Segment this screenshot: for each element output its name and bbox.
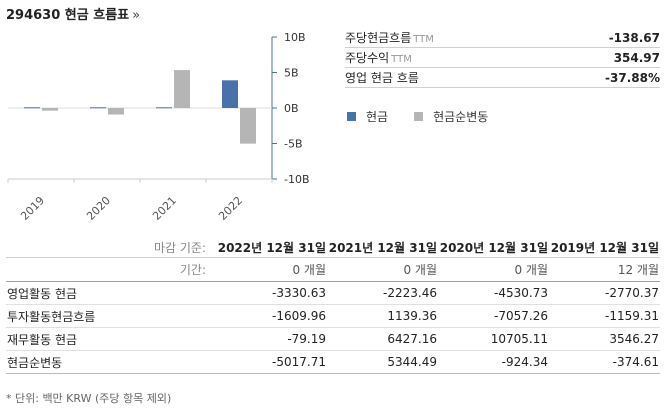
cell-value: -2770.37 — [605, 286, 659, 300]
stats-panel: 주당현금흐름 TTM -138.67 주당수익 TTM 354.97 영업 현금 흐… — [345, 28, 660, 88]
table-row: 투자활동현금흐름 -1609.96 1139.36 -7057.26 -1159… — [6, 305, 660, 328]
cell-value: -4530.73 — [494, 286, 548, 300]
cell-value: -79.19 — [287, 332, 326, 346]
column-period: 0 개월 — [403, 263, 437, 277]
stat-ttm-badge: TTM — [391, 54, 412, 65]
x-tick-label: 2021 — [150, 194, 179, 223]
legend-item-cash[interactable]: 현금 — [347, 108, 388, 125]
cell-value: -1609.96 — [272, 309, 326, 323]
stat-value: -138.67 — [608, 30, 660, 45]
stat-label: 주당현금흐름 TTM — [345, 29, 434, 46]
cell-value: -5017.71 — [272, 355, 326, 369]
bar-net-change — [42, 108, 58, 111]
chevron-right-icon[interactable]: » — [132, 8, 141, 23]
row-label: 영업활동 현금 — [7, 286, 78, 301]
stat-label: 주당수익 TTM — [345, 49, 412, 66]
y-tick-label: -5B — [284, 138, 303, 151]
cell-value: -1159.31 — [605, 309, 659, 323]
column-period: 0 개월 — [292, 263, 326, 277]
bar-net-change — [108, 108, 124, 115]
bar-cash — [156, 107, 172, 109]
y-tick-label: 0B — [284, 102, 299, 115]
y-tick-label: 10B — [284, 31, 306, 44]
stat-label-text: 주당수익 — [345, 51, 390, 65]
column-date: 2019년 12월 31일 — [550, 240, 659, 255]
page-title[interactable]: 294630 현금 흐름표» — [6, 4, 140, 23]
table-header-row: 마감 기준: 2022년 12월 31일 2021년 12월 31일 2020년… — [6, 237, 660, 258]
x-tick-label: 2020 — [84, 194, 113, 223]
bar-net-change — [174, 70, 190, 108]
chart-legend: 현금 현금순변동 — [347, 108, 514, 125]
cell-value: -2223.46 — [383, 286, 437, 300]
cell-value: 1139.36 — [387, 309, 437, 323]
stat-label: 영업 현금 흐름 — [345, 69, 419, 86]
bar-net-change — [240, 108, 256, 144]
column-period: 0 개월 — [514, 263, 548, 277]
table-period-row: 기간: 0 개월 0 개월 0 개월 12 개월 — [6, 258, 660, 282]
table-row: 재무활동 현금 -79.19 6427.16 10705.11 3546.27 — [6, 328, 660, 351]
cell-value: -374.61 — [612, 355, 659, 369]
unit-footnote: * 단위: 백만 KRW (주당 항목 제외) — [6, 392, 172, 405]
column-date: 2020년 12월 31일 — [439, 240, 548, 255]
bar-cash — [90, 107, 106, 109]
stat-value: -37.88% — [605, 70, 660, 85]
stat-row-cash-per-share: 주당현금흐름 TTM -138.67 — [345, 28, 660, 48]
cell-value: 3546.27 — [609, 332, 659, 346]
cell-value: -924.34 — [501, 355, 548, 369]
y-tick-label: 5B — [284, 67, 299, 80]
legend-label: 현금순변동 — [433, 110, 489, 124]
cell-value: -3330.63 — [272, 286, 326, 300]
stat-row-operating-cash-flow: 영업 현금 흐름 -37.88% — [345, 68, 660, 88]
row-label: 재무활동 현금 — [7, 332, 78, 347]
legend-item-net-change[interactable]: 현금순변동 — [414, 108, 488, 125]
row-label: 투자활동현금흐름 — [7, 309, 96, 324]
legend-swatch — [347, 112, 356, 121]
table-row: 현금순변동 -5017.71 5344.49 -924.34 -374.61 — [6, 351, 660, 374]
period-label: 기간: — [179, 263, 206, 277]
cash-flow-chart: 10B 5B 0B -5B -10B 2019 2020 2021 2022 — [7, 31, 310, 223]
stat-label-text: 주당현금흐름 — [345, 31, 412, 45]
stat-ttm-badge: TTM — [413, 34, 434, 45]
bar-cash — [222, 80, 238, 108]
stat-row-eps: 주당수익 TTM 354.97 — [345, 48, 660, 68]
x-tick-label: 2019 — [18, 194, 47, 223]
bar-cash — [24, 107, 40, 109]
x-tick-label: 2022 — [216, 194, 245, 223]
column-date: 2022년 12월 31일 — [217, 240, 326, 255]
y-tick-label: -10B — [284, 173, 310, 186]
stat-value: 354.97 — [613, 50, 660, 65]
table-row: 영업활동 현금 -3330.63 -2223.46 -4530.73 -2770… — [6, 282, 660, 305]
stat-label-text: 영업 현금 흐름 — [345, 71, 419, 85]
column-period: 12 개월 — [617, 263, 659, 277]
legend-label: 현금 — [366, 110, 389, 124]
row-label: 현금순변동 — [7, 355, 63, 370]
cell-value: 6427.16 — [387, 332, 437, 346]
cell-value: 5344.49 — [387, 355, 437, 369]
legend-swatch — [414, 112, 424, 121]
page-title-text[interactable]: 294630 현금 흐름표 — [6, 8, 130, 23]
cash-flow-table: 마감 기준: 2022년 12월 31일 2021년 12월 31일 2020년… — [6, 237, 660, 374]
cell-value: -7057.26 — [494, 309, 548, 323]
header-label: 마감 기준: — [153, 240, 206, 255]
cell-value: 10705.11 — [490, 332, 548, 346]
column-date: 2021년 12월 31일 — [328, 240, 437, 255]
